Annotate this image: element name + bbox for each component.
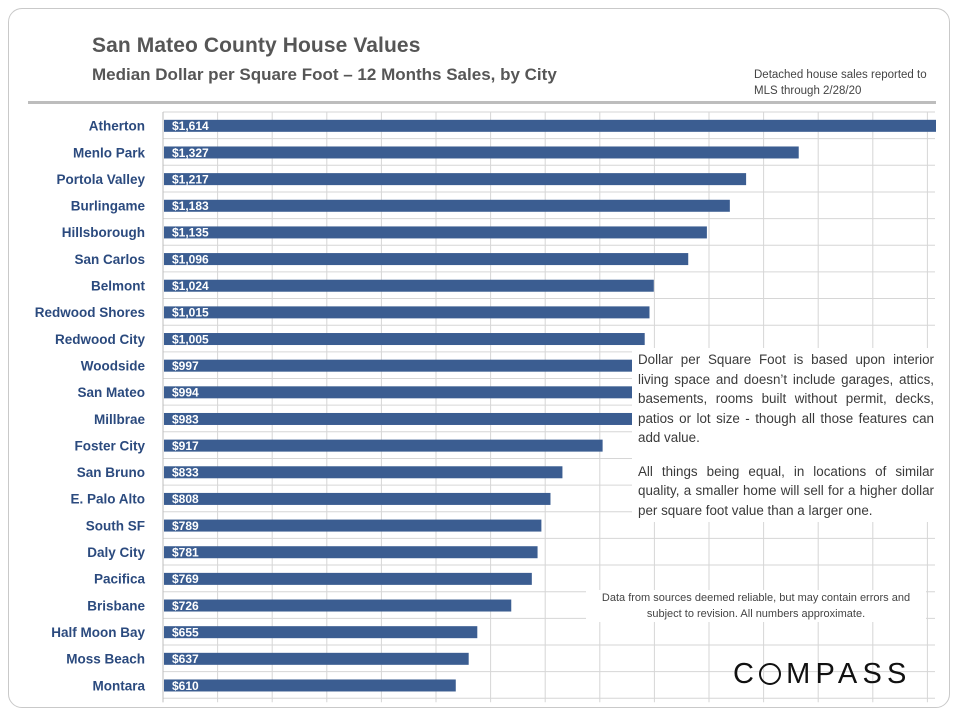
bar <box>164 652 469 665</box>
bar <box>164 226 707 239</box>
bar <box>164 439 603 452</box>
category-label: Pacifica <box>94 572 146 587</box>
bar-value-label: $994 <box>172 386 199 400</box>
chart-frame <box>8 8 950 708</box>
bar-value-label: $1,005 <box>172 332 209 346</box>
annotation-paragraph-1: Dollar per Square Foot is based upon int… <box>638 352 934 445</box>
bar-value-label: $726 <box>172 599 199 613</box>
bar-value-label: $1,015 <box>172 306 209 320</box>
logo-o-circle <box>759 663 782 685</box>
chart-subtitle: Median Dollar per Square Foot – 12 Month… <box>92 65 557 84</box>
bar-value-label: $610 <box>172 679 199 693</box>
category-label: Woodside <box>81 358 146 373</box>
bar-value-label: $983 <box>172 412 199 426</box>
bar <box>164 173 747 186</box>
bar-value-label: $1,217 <box>172 172 209 186</box>
bar <box>164 546 538 559</box>
header-divider <box>28 101 936 104</box>
bar <box>164 492 551 505</box>
category-label: Hillsborough <box>62 225 145 240</box>
disclaimer-text: Data from sources deemed reliable, but m… <box>586 590 926 622</box>
bar <box>164 679 456 692</box>
bar-value-label: $1,096 <box>172 252 209 266</box>
category-label: San Bruno <box>77 465 145 480</box>
bar <box>164 199 730 212</box>
bar-value-label: $789 <box>172 519 199 533</box>
logo-letter-c: C <box>733 658 760 690</box>
bar <box>164 333 645 346</box>
bar <box>164 466 563 479</box>
category-label: South SF <box>86 518 145 533</box>
category-label: San Mateo <box>77 385 145 400</box>
bar <box>164 386 640 399</box>
category-label: Foster City <box>74 438 145 453</box>
bar <box>164 306 650 319</box>
bar-value-label: $808 <box>172 492 199 506</box>
bar <box>164 253 689 266</box>
bar <box>164 279 654 292</box>
bar-value-label: $1,024 <box>172 279 209 293</box>
category-label: Daly City <box>87 545 145 560</box>
category-label: Portola Valley <box>56 172 145 187</box>
category-label: Half Moon Bay <box>51 625 145 640</box>
bar-value-label: $1,183 <box>172 199 209 213</box>
category-label: Redwood Shores <box>35 305 145 320</box>
annotation-paragraph-2: All things being equal, in locations of … <box>638 463 934 518</box>
bar-value-label: $833 <box>172 466 199 480</box>
category-label: Burlingame <box>71 199 146 214</box>
bar-value-label: $917 <box>172 439 199 453</box>
bar <box>164 626 478 639</box>
bar-value-label: $769 <box>172 572 199 586</box>
bar <box>164 359 641 372</box>
category-label: E. Palo Alto <box>70 492 145 507</box>
bar-value-label: $781 <box>172 546 199 560</box>
bar <box>164 119 936 132</box>
logo-letters: MPASS <box>786 658 912 690</box>
bar <box>164 599 512 612</box>
bar <box>164 519 542 532</box>
bar-value-label: $997 <box>172 359 199 373</box>
bar-value-label: $637 <box>172 652 199 666</box>
bar-value-label: $1,614 <box>172 119 209 133</box>
category-label: Menlo Park <box>73 145 146 160</box>
category-label: Brisbane <box>87 598 145 613</box>
bar-value-label: $1,135 <box>172 226 209 240</box>
bar <box>164 412 635 425</box>
data-source-note: Detached house sales reported to MLS thr… <box>754 69 927 97</box>
bar-value-label: $655 <box>172 625 199 639</box>
category-label: Moss Beach <box>66 652 145 667</box>
bar <box>164 572 532 585</box>
chart-title: San Mateo County House Values <box>92 34 421 57</box>
bar-value-label: $1,327 <box>172 146 209 160</box>
category-label: Millbrae <box>94 412 146 427</box>
category-label: Redwood City <box>55 332 145 347</box>
category-label: Belmont <box>91 279 146 294</box>
bar <box>164 146 799 159</box>
annotation-box: Dollar per Square Foot is based upon int… <box>632 348 936 522</box>
compass-logo: C MPASS <box>733 658 912 691</box>
category-label: Atherton <box>89 119 145 134</box>
category-label: San Carlos <box>74 252 145 267</box>
category-label: Montara <box>92 678 145 693</box>
